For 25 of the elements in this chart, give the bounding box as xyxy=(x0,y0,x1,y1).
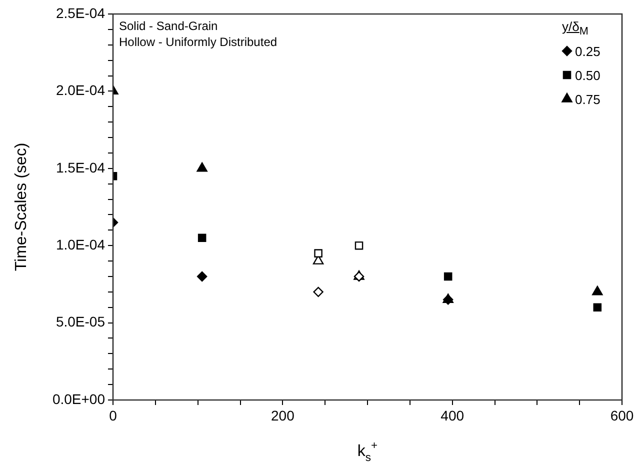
point xyxy=(196,162,208,172)
annotation: Solid - Sand-Grain xyxy=(119,19,218,33)
y-tick-label: 1.0E-04 xyxy=(56,236,106,252)
legend-label: 0.50 xyxy=(575,68,600,83)
point xyxy=(444,272,452,281)
annotation: Hollow - Uniformly Distributed xyxy=(119,35,278,49)
legend-label: 0.25 xyxy=(575,44,600,59)
point xyxy=(198,234,206,242)
y-tick-label: 2.5E-04 xyxy=(56,4,106,21)
x-tick-label: 0 xyxy=(109,407,118,424)
x-tick-label: 600 xyxy=(610,407,634,424)
legend-title: y/δ$_{M}$ xyxy=(562,19,588,40)
point xyxy=(313,286,324,298)
x-tick-label: 400 xyxy=(440,407,464,424)
legend-label: 0.75 xyxy=(575,92,600,107)
y-tick-label: 5.0E-05 xyxy=(56,314,106,330)
point xyxy=(592,286,603,296)
y-tick-label: 0.0E+00 xyxy=(52,390,106,407)
point xyxy=(354,241,364,250)
y-tick-label: 2.0E-04 xyxy=(56,82,106,98)
point xyxy=(593,303,602,312)
y-axis-title: Time-Scales (sec) xyxy=(13,142,30,272)
y-tick-label: 1.5E-04 xyxy=(56,159,106,176)
x-tick-label: 200 xyxy=(270,407,295,424)
point xyxy=(314,249,322,258)
